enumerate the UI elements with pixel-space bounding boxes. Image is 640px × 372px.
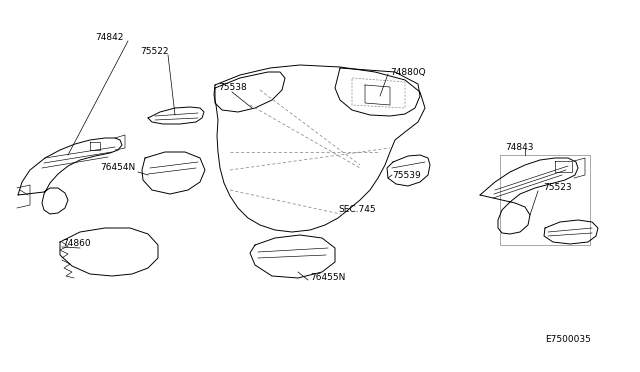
Text: 76454N: 76454N [100,164,135,173]
Text: 75522: 75522 [140,48,168,57]
Text: 75523: 75523 [543,183,572,192]
Text: 76455N: 76455N [310,273,346,282]
Text: 74842: 74842 [95,33,124,42]
Text: E7500035: E7500035 [545,336,591,344]
Text: 75538: 75538 [218,83,247,93]
Text: 75539: 75539 [392,170,420,180]
Text: 74860: 74860 [62,238,91,247]
Text: SEC.745: SEC.745 [338,205,376,215]
Text: 74843: 74843 [505,144,534,153]
Text: 74880Q: 74880Q [390,67,426,77]
